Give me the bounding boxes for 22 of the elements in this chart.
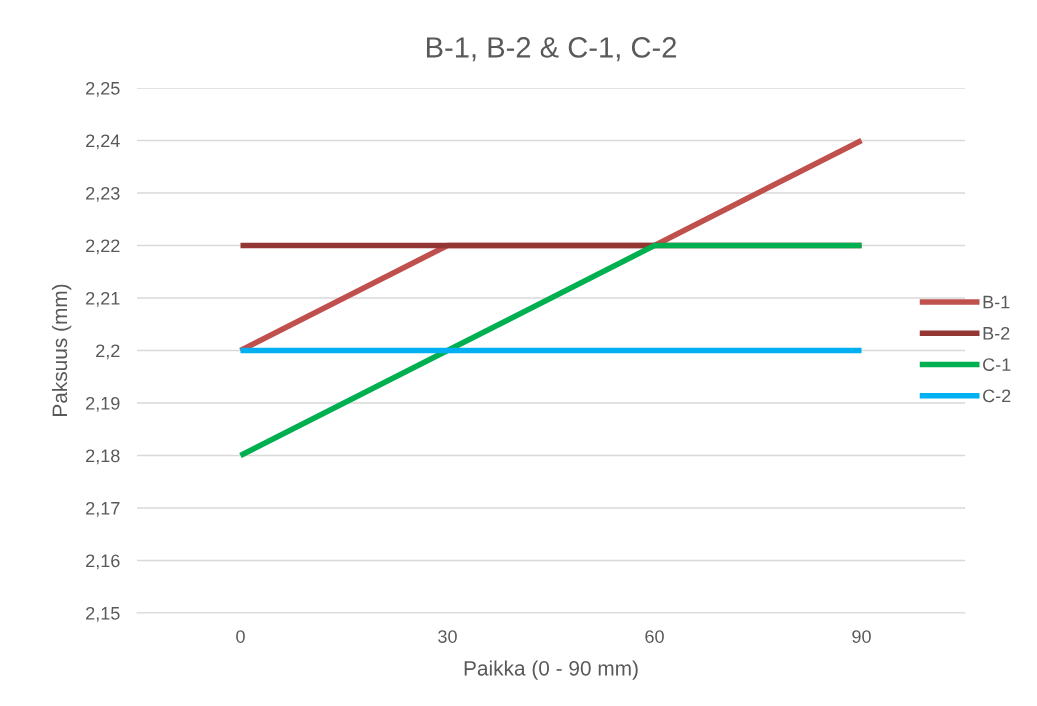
legend-label: C-1 [983, 358, 1011, 371]
legend-label: C-2 [983, 389, 1011, 403]
y-axis-title: Paksuus (mm) [51, 284, 72, 416]
y-tick-label: 2,2 [96, 344, 120, 360]
y-tick-label: 2,15 [86, 606, 120, 622]
y-tick-label: 2,23 [86, 186, 120, 202]
y-tick-label: 2,24 [86, 134, 120, 150]
y-tick-label: 2,16 [86, 554, 120, 570]
x-tick-label: 90 [852, 630, 871, 643]
legend-label: B-1 [983, 295, 1010, 309]
y-tick-label: 2,18 [86, 449, 120, 465]
y-tick-label: 2,25 [86, 81, 120, 97]
x-axis-title: Paikka (0 - 90 mm) [464, 660, 638, 680]
x-tick-label: 60 [645, 630, 664, 643]
x-tick-label: 30 [438, 630, 457, 643]
y-tick-label: 2,19 [86, 396, 120, 412]
x-tick-label: 0 [236, 630, 245, 643]
chart-title: B-1, B-2 & C-1, C-2 [426, 37, 676, 62]
y-tick-label: 2,17 [86, 501, 120, 517]
y-tick-label: 2,21 [86, 291, 120, 307]
y-tick-label: 2,22 [86, 239, 120, 255]
legend-label: B-2 [983, 326, 1010, 340]
